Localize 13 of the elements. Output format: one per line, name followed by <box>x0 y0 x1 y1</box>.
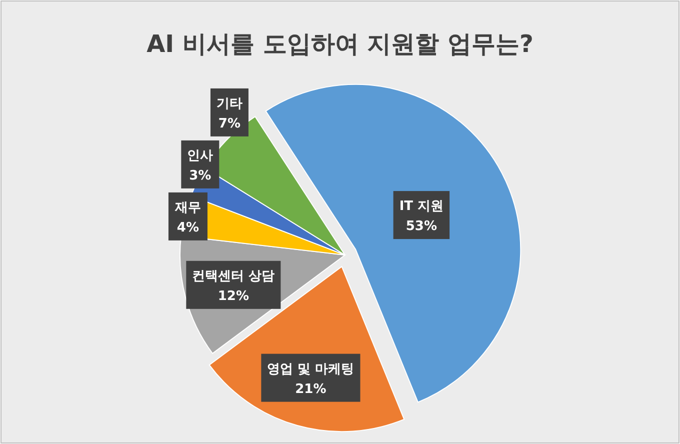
slice-label: 재무 <box>174 200 201 216</box>
data-label: 7% <box>218 116 241 132</box>
data-label: 21% <box>295 382 326 397</box>
data-label: 53% <box>406 219 437 234</box>
slice-label: IT 지원 <box>399 199 444 214</box>
slice-label: 컨택센터 상담 <box>192 268 275 284</box>
chart-title: AI 비서를 도입하여 지원할 업무는? <box>146 30 534 58</box>
slice-label: 인사 <box>187 148 214 164</box>
data-label: 12% <box>218 288 249 304</box>
data-label: 4% <box>176 220 200 236</box>
slice-label: 영업 및 마케팅 <box>267 362 354 377</box>
data-label: 3% <box>189 168 212 184</box>
slice-label: 기타 <box>216 96 242 112</box>
